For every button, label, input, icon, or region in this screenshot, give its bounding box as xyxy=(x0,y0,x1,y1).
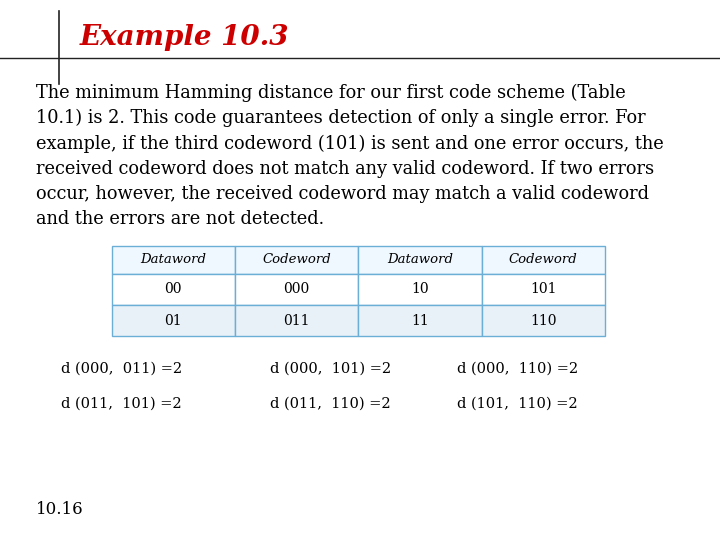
Bar xyxy=(35,42,76,77)
Bar xyxy=(235,305,359,336)
Text: 11: 11 xyxy=(411,314,428,328)
Text: Codeword: Codeword xyxy=(262,253,331,266)
Text: Example 10.3: Example 10.3 xyxy=(79,24,289,51)
Bar xyxy=(359,305,482,336)
Text: d (000,  011) =2: d (000, 011) =2 xyxy=(61,362,182,376)
Text: 01: 01 xyxy=(164,314,182,328)
Bar xyxy=(235,274,359,305)
Text: 011: 011 xyxy=(283,314,310,328)
Text: 00: 00 xyxy=(164,282,182,296)
Bar xyxy=(13,42,49,73)
Bar xyxy=(359,274,482,305)
Text: 101: 101 xyxy=(530,282,557,296)
Bar xyxy=(235,246,359,274)
Text: d (011,  110) =2: d (011, 110) =2 xyxy=(270,397,391,411)
Bar xyxy=(112,246,235,274)
Text: d (101,  110) =2: d (101, 110) =2 xyxy=(457,397,578,411)
Text: Dataword: Dataword xyxy=(140,253,206,266)
Bar xyxy=(359,246,482,274)
Text: 000: 000 xyxy=(284,282,310,296)
Bar xyxy=(482,305,605,336)
Text: Dataword: Dataword xyxy=(387,253,453,266)
Text: The minimum Hamming distance for our first code scheme (Table
10.1) is 2. This c: The minimum Hamming distance for our fir… xyxy=(36,84,664,228)
Text: 10: 10 xyxy=(411,282,428,296)
Bar xyxy=(20,15,60,51)
Bar xyxy=(482,274,605,305)
Text: 10.16: 10.16 xyxy=(36,502,84,518)
Text: 110: 110 xyxy=(530,314,557,328)
Bar xyxy=(112,305,235,336)
Bar xyxy=(482,246,605,274)
Text: d (000,  110) =2: d (000, 110) =2 xyxy=(457,362,578,376)
Text: d (000,  101) =2: d (000, 101) =2 xyxy=(270,362,391,376)
Text: Codeword: Codeword xyxy=(509,253,577,266)
Text: d (011,  101) =2: d (011, 101) =2 xyxy=(61,397,182,411)
Bar xyxy=(112,274,235,305)
